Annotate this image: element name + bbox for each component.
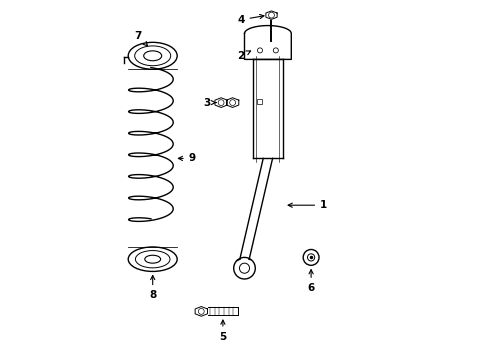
Polygon shape: [265, 11, 277, 19]
Bar: [257, 99, 262, 104]
Text: 6: 6: [307, 270, 314, 293]
Polygon shape: [252, 59, 283, 158]
Text: 4: 4: [237, 14, 264, 25]
Text: 5: 5: [219, 320, 226, 342]
Text: 7: 7: [134, 31, 147, 46]
Polygon shape: [226, 98, 238, 107]
Polygon shape: [239, 158, 272, 259]
Polygon shape: [215, 98, 227, 107]
Text: 8: 8: [149, 275, 156, 300]
Text: 2: 2: [237, 51, 250, 61]
Polygon shape: [195, 306, 207, 316]
Text: 9: 9: [178, 153, 196, 163]
Polygon shape: [244, 26, 291, 59]
Polygon shape: [207, 307, 238, 315]
Text: 3: 3: [203, 98, 216, 108]
Text: 1: 1: [287, 200, 326, 210]
